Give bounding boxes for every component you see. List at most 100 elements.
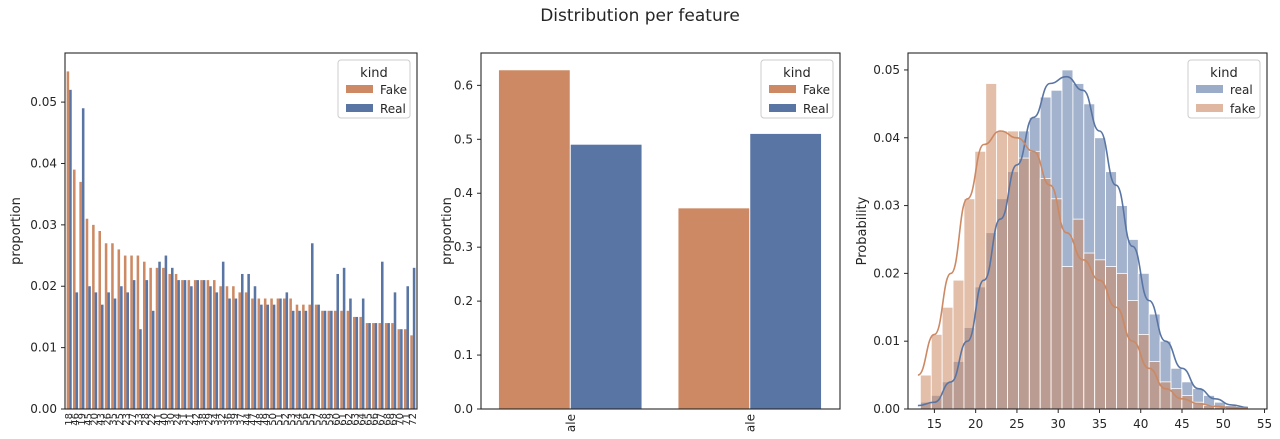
x-tick-label: 36	[223, 413, 234, 426]
bar-fake	[276, 298, 280, 409]
x-tick-label: 37	[236, 413, 247, 426]
legend-label: real	[1230, 83, 1253, 97]
hist-bar-fake	[996, 130, 1008, 410]
legend-swatch	[346, 85, 373, 93]
hist-bar-fake	[985, 83, 998, 410]
x-tick-label: 62	[344, 413, 355, 426]
hist-bar-fake	[1126, 300, 1139, 410]
y-tick-label: 0.04	[30, 156, 57, 170]
bar-real	[330, 310, 333, 409]
bar-real	[151, 310, 155, 409]
x-tick-label: 70	[395, 413, 406, 426]
x-tick-label: 47	[249, 413, 260, 426]
legend-title: kind	[360, 66, 388, 81]
bar-fake	[257, 298, 261, 409]
bar-fake	[168, 273, 171, 409]
bar-real	[88, 286, 91, 409]
bar-fake	[403, 329, 407, 409]
x-tick-label: 39	[230, 413, 241, 426]
chart-2: ale ale 0.0 0.1 0.2 0.3 0.4 0.5 0.6 proportion kin…	[440, 52, 841, 432]
bar-fake	[123, 255, 127, 409]
x-tick-label: 69	[389, 413, 400, 426]
axes-frame	[64, 52, 418, 410]
x-tick-label: ale	[743, 414, 757, 432]
x-tick-label: 60	[331, 413, 342, 426]
y-tick-label: 0.00	[873, 402, 900, 416]
bar-fake	[130, 255, 133, 409]
bar-real	[164, 255, 168, 409]
hist-bar-fake	[963, 198, 976, 410]
x-tick-label: 32	[217, 413, 228, 426]
bar-fake	[498, 70, 570, 409]
x-tick-label: 71	[401, 413, 412, 426]
legend-swatch	[1196, 85, 1223, 93]
x-tick-label: 49	[261, 413, 272, 426]
bar-fake	[397, 329, 401, 409]
bar-fake	[219, 286, 222, 409]
x-tick-label: 45	[1174, 417, 1189, 431]
bar-fake	[181, 280, 184, 409]
x-tick-label: 65	[363, 413, 374, 426]
x-tick-label: 61	[338, 413, 349, 426]
bar-real	[355, 316, 359, 409]
axes-frame	[480, 52, 841, 410]
x-tick-label: 25	[115, 413, 126, 426]
bar-real	[241, 273, 244, 409]
bar-real	[381, 261, 384, 409]
x-tick-label: 26	[102, 413, 113, 426]
x-tick-label: 41	[153, 413, 164, 426]
x-tick-label: 55	[1257, 417, 1272, 431]
bar-fake	[372, 323, 375, 409]
legend-label: Real	[803, 102, 829, 116]
bar-real	[101, 304, 104, 409]
hist-bar-fake	[941, 306, 954, 410]
bar-real	[190, 286, 193, 409]
chart-3: 15 20 25 30 35 40 45 50 55 0.00 0.01 0.02 0.03 0.04 0.…	[855, 52, 1272, 431]
bar-fake	[193, 280, 197, 409]
legend-swatch	[769, 85, 796, 93]
bar-fake	[283, 298, 286, 409]
y-tick-label: 0.6	[454, 78, 473, 92]
hist-bar-fake	[1028, 150, 1041, 410]
x-tick-label: 27	[128, 413, 139, 426]
bar-real	[228, 298, 231, 409]
legend-swatch	[1196, 104, 1223, 112]
bar-real	[81, 108, 85, 409]
bar-real	[94, 292, 98, 409]
x-tick-label: 30	[166, 413, 177, 426]
bar-real	[145, 280, 149, 409]
bar-fake	[270, 298, 273, 409]
bar-fake	[289, 298, 292, 409]
bar-real	[202, 280, 206, 409]
bar-fake	[225, 286, 229, 409]
hist-bar-fake	[1083, 252, 1096, 410]
bar-real	[400, 329, 403, 409]
bar-real	[120, 286, 123, 409]
bar-real	[215, 292, 219, 409]
bar-real	[177, 280, 180, 409]
x-tick-label: 63	[351, 413, 362, 426]
chart-1: 1846194520432635252327332822414030243121…	[9, 52, 419, 426]
y-tick-label: 0.01	[30, 341, 57, 355]
bar-real	[196, 280, 199, 409]
x-tick-label: 24	[172, 413, 183, 426]
bar-real	[317, 304, 320, 409]
y-tick-label: 0.5	[454, 132, 473, 146]
bar-real	[349, 298, 352, 409]
bar-real	[304, 310, 308, 409]
x-tick-label: 22	[147, 413, 158, 426]
x-tick-label: 35	[109, 413, 120, 426]
bar-real	[107, 292, 110, 409]
bar-fake	[98, 231, 101, 409]
bar-fake	[111, 243, 114, 409]
bar-fake	[340, 310, 343, 409]
bar-fake	[327, 310, 331, 409]
bar-real	[342, 267, 346, 409]
bar-fake	[143, 261, 146, 409]
x-tick-label: 40	[1133, 417, 1148, 431]
x-tick-label: 54	[293, 413, 304, 426]
bar-real	[412, 267, 416, 409]
legend-label: Fake	[380, 83, 407, 97]
x-tick-label: 46	[71, 413, 82, 426]
bar-fake	[384, 323, 388, 409]
